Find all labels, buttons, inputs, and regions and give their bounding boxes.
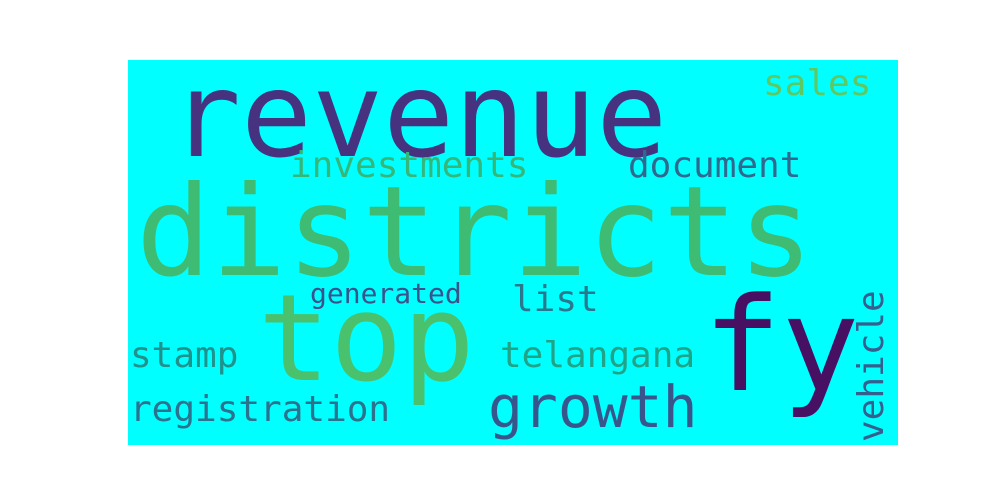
word-vehicle: vehicle xyxy=(851,290,892,442)
word-generated: generated xyxy=(310,277,462,310)
word-investments: investments xyxy=(290,145,529,186)
word-revenue: revenue xyxy=(170,60,668,184)
word-growth: growth xyxy=(488,373,698,441)
word-fy: fy xyxy=(703,269,860,421)
word-sales: sales xyxy=(763,63,872,104)
word-top: top xyxy=(258,270,475,409)
word-districts: districts xyxy=(136,160,814,305)
word-stamp: stamp xyxy=(130,335,239,376)
word-telangana: telangana xyxy=(500,335,696,376)
word-registration: registration xyxy=(130,389,391,430)
word-list: list xyxy=(512,279,599,320)
word-cloud: revenue districts top fy sales investmen… xyxy=(128,60,898,445)
word-document: document xyxy=(628,145,802,186)
